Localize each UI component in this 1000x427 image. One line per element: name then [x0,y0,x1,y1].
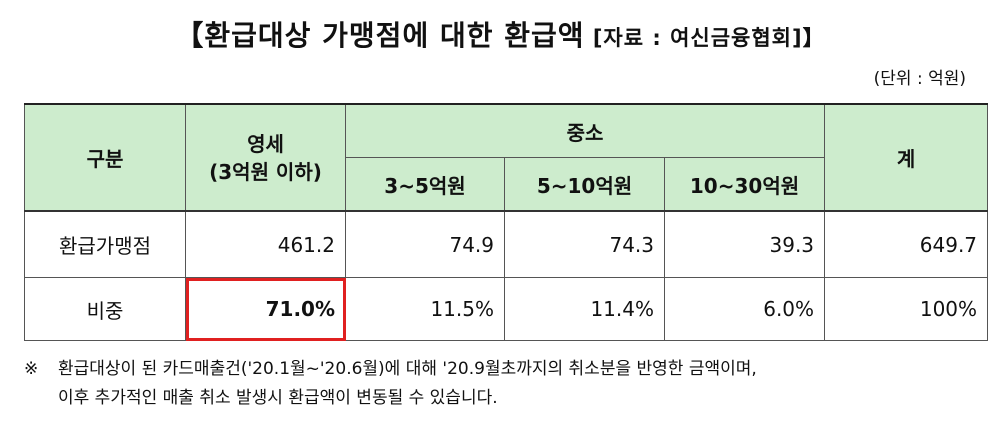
footnote-line2: 이후 추가적인 매출 취소 발생시 환급액이 변동될 수 있습니다. [58,388,498,408]
unit-label: (단위 : 억원) [873,69,966,89]
table-cell: 11.5% [345,277,505,341]
table-cell: 39.3 [663,210,826,278]
table-row: 환급가맹점 461.2 74.9 74.3 39.3 649.7 [24,210,989,278]
table-cell: 74.9 [345,210,505,278]
header-small-line1: 영세 [247,131,284,156]
table-cell: 74.3 [504,210,665,278]
footnote-text-1: 환급대상이 된 카드매출건('20.1월~'20.6월)에 대해 '20.9월초… [58,359,757,379]
table-cell: 100% [824,277,989,341]
header-medium-business: 중소 [344,103,826,158]
header-category: 구분 [24,103,186,212]
row-label: 환급가맹점 [24,210,186,278]
table-cell: 6.0% [663,277,826,341]
header-total: 계 [824,103,989,212]
table-cell: 649.7 [824,210,989,278]
table-cell: 11.4% [504,277,665,341]
footnote: ※ 환급대상이 된 카드매출건('20.1월~'20.6월)에 대해 '20.9월… [24,355,984,413]
reference-mark: ※ [24,359,39,379]
row-label: 비중 [24,277,186,341]
footnote-line1: ※ 환급대상이 된 카드매출건('20.1월~'20.6월)에 대해 '20.9월… [24,355,984,384]
header-sub-5-10: 5~10억원 [504,157,665,212]
header-sub-3-5: 3~5억원 [345,157,505,212]
header-sub-10-30: 10~30억원 [663,157,826,212]
header-small-business: 영세 (3억원 이하) [185,103,346,212]
highlighted-cell: 71.0% [185,277,346,341]
title-source: [자료 : 여신금융협회]】 [584,26,825,50]
header-small-line2: (3억원 이하) [209,159,322,184]
table-row: 비중 71.0% 11.5% 11.4% 6.0% 100% [24,277,989,341]
title-main: 【환급대상 가맹점에 대한 환급액 [175,19,585,52]
table-cell: 461.2 [185,210,346,278]
page-title: 【환급대상 가맹점에 대한 환급액 [자료 : 여신금융협회]】 [0,14,1000,54]
refund-table: 구분 영세 (3억원 이하) 중소 계 3~5억원 5~10억원 10~30억원… [24,103,989,341]
